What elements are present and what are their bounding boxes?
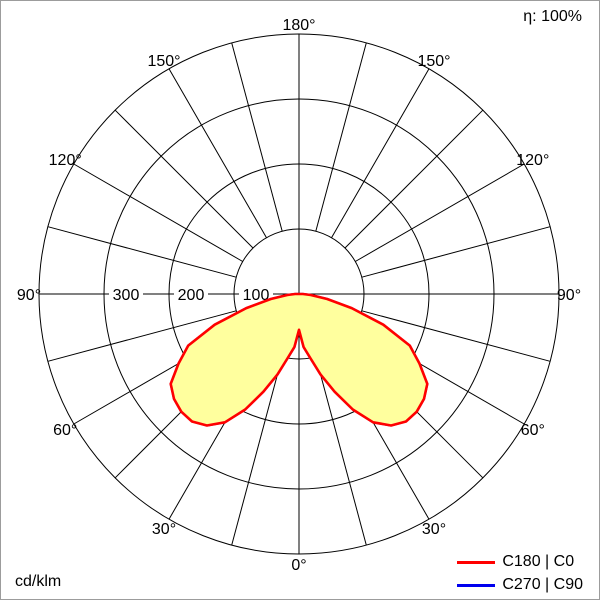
c180-c0-line-swatch (457, 560, 496, 564)
legend: C180 | C0 C270 | C90 (457, 553, 583, 594)
legend-item-c270-c90: C270 | C90 (457, 576, 583, 594)
angle-tick-label: 150° (417, 53, 450, 70)
c270-c90-legend-label: C270 | C90 (502, 576, 583, 593)
angle-tick-label: 150° (147, 53, 180, 70)
angle-tick-label: 0° (291, 557, 306, 574)
angle-tick-label: 60° (53, 422, 77, 439)
angle-tick-label: 120° (516, 152, 549, 169)
units-label: cd/klm (15, 573, 62, 590)
angle-tick-label: 180° (282, 17, 315, 34)
angle-tick-label: 30° (422, 521, 446, 538)
angle-tick-label: 120° (49, 152, 82, 169)
light-output-ratio-label: η: 100% (523, 8, 582, 25)
angle-tick-labels: 0° 30° 30° 60° 60° 90° 90° 120° 120° 150° 150° 180° (17, 17, 581, 574)
c270-c90-line-swatch (457, 583, 496, 587)
angle-tick-label: 90° (557, 287, 581, 304)
angle-tick-label: 90° (17, 287, 41, 304)
radial-tick-label: 100 (243, 287, 270, 304)
radial-tick-label: 300 (113, 287, 140, 304)
angle-tick-label: 30° (152, 521, 176, 538)
intensity-curve-c180-c0 (169, 292, 429, 427)
c180-c0-legend-label: C180 | C0 (502, 553, 575, 570)
angle-tick-label: 60° (521, 422, 545, 439)
legend-item-c180-c0: C180 | C0 (457, 553, 574, 571)
radial-tick-labels: 300 200 100 (109, 285, 273, 304)
radial-tick-label: 200 (178, 287, 205, 304)
